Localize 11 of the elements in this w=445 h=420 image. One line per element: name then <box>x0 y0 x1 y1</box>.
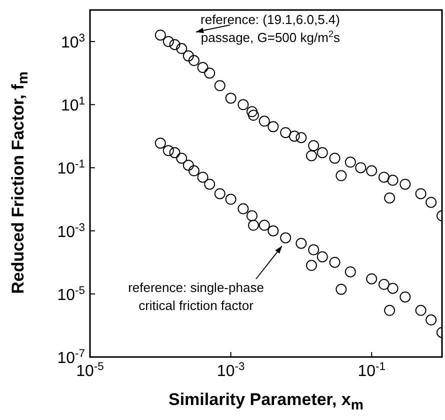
annotation: reference: single-phase critical friction factor <box>128 280 264 313</box>
x-tick-label: 10$^{-1}$ <box>358 361 386 380</box>
y-tick-label: 10$^{-1}$ <box>57 158 85 178</box>
y-tick-label: 10$^{-5}$ <box>57 284 85 304</box>
x-tick-label: 10$^{-5}$ <box>76 361 104 380</box>
y-tick-label: 10$^{-3}$ <box>57 222 85 241</box>
annotation: reference: (19.1,6.0,5.4) passage, G=500 kg/m$^{2}$s <box>200 12 340 45</box>
y-tick-label: 10$^{3}$ <box>60 32 85 52</box>
x-axis-title: Similarity Parameter, x$_{m}$ <box>168 390 364 414</box>
y-tick-label: 10$^{1}$ <box>60 96 85 115</box>
x-tick-label: 10$^{-3}$ <box>216 361 245 380</box>
